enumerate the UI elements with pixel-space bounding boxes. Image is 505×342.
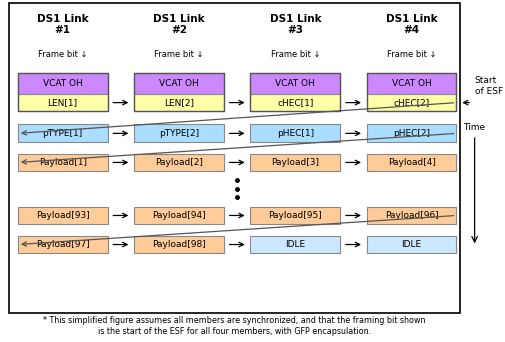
- Text: Payload[4]: Payload[4]: [387, 158, 435, 167]
- Text: pHEC[1]: pHEC[1]: [276, 129, 313, 138]
- Text: Frame bit ↓: Frame bit ↓: [38, 50, 87, 59]
- Bar: [366, 236, 456, 253]
- Bar: [18, 73, 107, 111]
- Text: DS1 Link
#1: DS1 Link #1: [37, 14, 88, 35]
- Bar: [250, 154, 339, 171]
- Bar: [366, 207, 456, 224]
- Text: Payload[96]: Payload[96]: [384, 211, 438, 220]
- Bar: [18, 236, 107, 253]
- Bar: [250, 94, 339, 111]
- Bar: [250, 73, 339, 94]
- Text: Frame bit ↓: Frame bit ↓: [386, 50, 435, 59]
- Text: cHEC[2]: cHEC[2]: [393, 98, 429, 107]
- Bar: [18, 73, 107, 94]
- Text: VCAT OH: VCAT OH: [391, 79, 431, 88]
- Text: cHEC[1]: cHEC[1]: [277, 98, 313, 107]
- Text: Frame bit ↓: Frame bit ↓: [154, 50, 204, 59]
- Bar: [18, 94, 107, 111]
- Text: * This simplified figure assumes all members are synchronized, and that the fram: * This simplified figure assumes all mem…: [43, 316, 425, 336]
- Bar: [366, 124, 456, 142]
- Bar: [366, 73, 456, 94]
- Bar: [134, 73, 223, 111]
- Text: DS1 Link
#4: DS1 Link #4: [385, 14, 437, 35]
- Bar: [250, 73, 339, 111]
- Bar: [134, 94, 223, 111]
- Text: VCAT OH: VCAT OH: [159, 79, 198, 88]
- Text: VCAT OH: VCAT OH: [275, 79, 315, 88]
- Bar: [134, 207, 223, 224]
- Bar: [250, 124, 339, 142]
- Text: Frame bit ↓: Frame bit ↓: [270, 50, 320, 59]
- Text: pHEC[2]: pHEC[2]: [392, 129, 429, 138]
- Text: Payload[3]: Payload[3]: [271, 158, 319, 167]
- Bar: [366, 94, 456, 111]
- Text: Payload[93]: Payload[93]: [36, 211, 89, 220]
- Bar: [250, 207, 339, 224]
- Bar: [134, 124, 223, 142]
- Text: LEN[1]: LEN[1]: [47, 98, 78, 107]
- Text: Payload[98]: Payload[98]: [152, 240, 206, 249]
- Text: pTYPE[1]: pTYPE[1]: [42, 129, 83, 138]
- Bar: [250, 236, 339, 253]
- Bar: [134, 154, 223, 171]
- Bar: [134, 73, 223, 78]
- Text: IDLE: IDLE: [285, 240, 305, 249]
- Text: Payload[94]: Payload[94]: [152, 211, 206, 220]
- Bar: [134, 236, 223, 253]
- Bar: [18, 73, 107, 78]
- Bar: [366, 73, 456, 78]
- Bar: [250, 73, 339, 78]
- Text: Payload[97]: Payload[97]: [36, 240, 89, 249]
- Bar: [18, 207, 107, 224]
- Text: Payload[95]: Payload[95]: [268, 211, 322, 220]
- Bar: [366, 154, 456, 171]
- Text: DS1 Link
#2: DS1 Link #2: [153, 14, 205, 35]
- Text: DS1 Link
#3: DS1 Link #3: [269, 14, 321, 35]
- Bar: [366, 73, 456, 111]
- Text: VCAT OH: VCAT OH: [43, 79, 82, 88]
- Text: Payload[1]: Payload[1]: [38, 158, 86, 167]
- Bar: [134, 73, 223, 94]
- Text: Time: Time: [463, 123, 485, 132]
- Text: LEN[2]: LEN[2]: [164, 98, 193, 107]
- Bar: [18, 154, 107, 171]
- Text: Payload[2]: Payload[2]: [155, 158, 203, 167]
- Text: pTYPE[2]: pTYPE[2]: [159, 129, 198, 138]
- Bar: [18, 124, 107, 142]
- Text: Start
of ESF: Start of ESF: [474, 76, 502, 96]
- Text: IDLE: IDLE: [401, 240, 421, 249]
